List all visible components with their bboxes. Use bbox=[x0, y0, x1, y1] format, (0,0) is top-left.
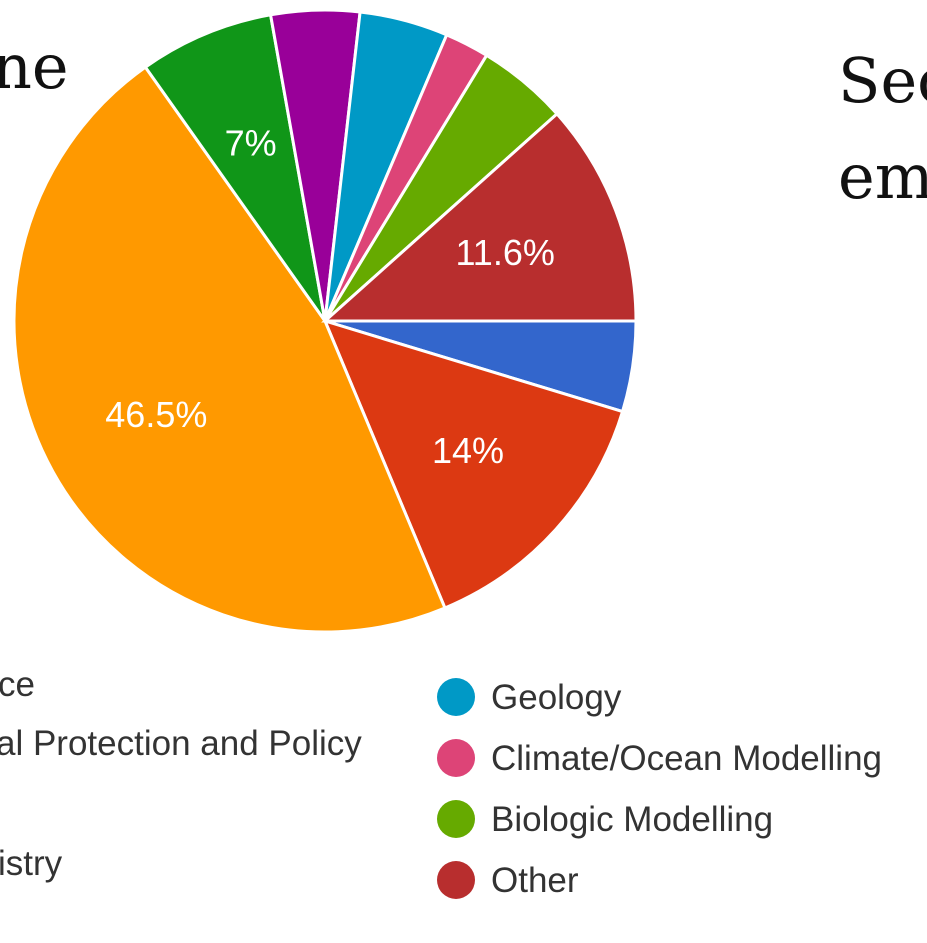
pie-slice-label: 14% bbox=[432, 430, 504, 471]
slide-title-right-line2: em bbox=[838, 140, 927, 213]
legend-swatch-climate-ocean-modelling bbox=[437, 739, 475, 777]
pie-slice-label: 11.6% bbox=[455, 232, 554, 273]
legend-swatch-other bbox=[437, 861, 475, 899]
legend-item-left-4: istry bbox=[0, 844, 63, 883]
pie-slice-label: 46.5% bbox=[105, 394, 207, 435]
slide-title-right-line1: Sec bbox=[838, 44, 927, 117]
pie-slice-label: 7% bbox=[225, 123, 277, 164]
pie-slice-segment-2 bbox=[12, 65, 447, 634]
slide-title-left: ne bbox=[0, 30, 69, 103]
legend-item-left-2: al Protection and Policy bbox=[0, 724, 362, 763]
legend-swatch-geology bbox=[437, 678, 475, 716]
legend-label-other: Other bbox=[491, 861, 579, 900]
legend-label-biologic-modelling: Biologic Modelling bbox=[491, 800, 774, 839]
pie-slice-segment-3 bbox=[143, 13, 327, 322]
pie-slice-other bbox=[321, 111, 638, 323]
legend-item-left-1: ce bbox=[0, 665, 35, 704]
legend-label-geology: Geology bbox=[491, 678, 622, 717]
legend-swatch-biologic-modelling bbox=[437, 800, 475, 838]
legend-label-climate-ocean-modelling: Climate/Ocean Modelling bbox=[491, 739, 883, 778]
pie-slice-segment-1 bbox=[322, 318, 625, 610]
